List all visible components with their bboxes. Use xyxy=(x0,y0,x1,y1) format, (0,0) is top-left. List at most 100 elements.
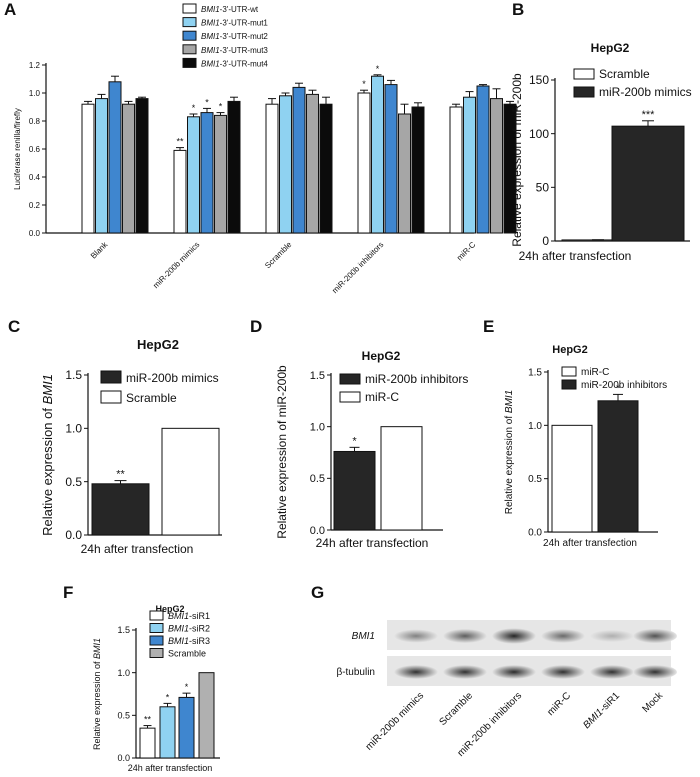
y-tick-label: 0.6 xyxy=(29,145,41,154)
y-axis-label: Relative expression of BMI1 xyxy=(40,374,55,536)
bar xyxy=(159,706,176,759)
legend-label: Scramble xyxy=(599,67,650,81)
x-tick-label: miR-C xyxy=(455,240,478,263)
legend-swatch xyxy=(339,373,361,385)
bar xyxy=(611,125,685,242)
bar xyxy=(108,81,122,234)
significance-label: * xyxy=(616,383,620,394)
y-axis-label: Relative expression of BMI1 xyxy=(92,638,102,750)
legend-swatch xyxy=(339,391,361,403)
y-tick-label: 0.5 xyxy=(65,475,82,489)
x-tick-label: miR-200b mimics xyxy=(151,240,201,290)
legend-label: Scramble xyxy=(168,649,206,659)
legend-label: miR-C xyxy=(365,390,399,404)
blot-lane-label: Mock xyxy=(640,690,665,715)
bar xyxy=(95,98,108,234)
bar xyxy=(490,98,503,234)
y-axis-label: Luciferase renilla/firefly xyxy=(13,108,22,190)
legend-swatch xyxy=(182,57,197,68)
y-tick-label: 1.0 xyxy=(117,668,130,678)
legend-swatch xyxy=(182,3,197,14)
legend-label: BMI1-siR2 xyxy=(168,624,210,634)
legend-swatch xyxy=(149,648,164,658)
y-tick-label: 1.0 xyxy=(310,422,325,434)
y-axis-label: Relative expression of miR-200b xyxy=(275,365,289,539)
legend-label: BMI1-3'-UTR-mut3 xyxy=(201,46,268,55)
y-tick-label: 0.4 xyxy=(29,173,41,182)
y-tick-label: 0.5 xyxy=(117,710,130,720)
legend-swatch xyxy=(573,86,595,98)
blot-lane-label: miR-200b mimics xyxy=(364,690,426,752)
bar xyxy=(161,427,220,536)
panel-letter: E xyxy=(483,317,494,336)
bar xyxy=(91,483,150,536)
bar xyxy=(279,95,292,234)
x-tick-label: Scramble xyxy=(263,240,294,271)
bar xyxy=(551,424,593,533)
bar xyxy=(198,672,215,759)
y-tick-label: 0.8 xyxy=(29,117,41,126)
y-tick-label: 0.0 xyxy=(29,229,41,238)
panel-letter: A xyxy=(4,0,16,19)
y-tick-label: 1.5 xyxy=(65,368,82,382)
x-axis-label: 24h after transfection xyxy=(128,763,213,773)
chart-panel-f: F 0.0 0.5 1.0 1.5 Relative expression of BMI1… xyxy=(63,583,220,773)
x-tick-label: Blank xyxy=(89,239,110,260)
significance-label: * xyxy=(185,682,189,692)
chart-panel-a: A 0.0 0.2 0.4 0.6 0.8 1.0 1.2 Luciferase renilla… xyxy=(4,0,517,295)
legend-label: miR-200b mimics xyxy=(599,85,692,99)
legend-label: Scramble xyxy=(126,391,177,405)
significance-label: * xyxy=(205,97,209,107)
x-axis-label: 24h after transfection xyxy=(81,542,194,556)
y-tick-label: 1.5 xyxy=(310,370,325,382)
y-tick-label: 0.0 xyxy=(528,528,542,539)
legend-label: miR-C xyxy=(581,367,609,378)
y-tick-label: 0.5 xyxy=(310,473,325,485)
bar xyxy=(476,85,490,234)
y-tick-label: 100 xyxy=(529,127,549,141)
panel-letter: D xyxy=(250,317,262,336)
bar xyxy=(411,106,425,234)
legend-swatch xyxy=(100,370,122,384)
chart-title: HepG2 xyxy=(137,337,179,352)
bar xyxy=(187,116,200,234)
legend-label: BMI1-3'-UTR-mut1 xyxy=(201,19,268,28)
blot-band xyxy=(590,665,634,679)
significance-label: * xyxy=(376,64,380,74)
bar xyxy=(306,93,319,234)
bar xyxy=(384,84,398,234)
legend-swatch xyxy=(182,17,197,28)
bar xyxy=(597,400,639,533)
significance-label: * xyxy=(192,103,196,113)
chart-title: HepG2 xyxy=(552,344,587,356)
chart-title: HepG2 xyxy=(591,41,630,55)
blot-band xyxy=(443,628,487,644)
chart-panel-c: C 0.0 0.5 1.0 1.5 Relative expression of BMI1… xyxy=(8,317,222,556)
y-tick-label: 1.5 xyxy=(528,368,542,379)
bar xyxy=(139,727,156,759)
y-tick-label: 1.0 xyxy=(29,89,41,98)
legend-label: BMI1-siR3 xyxy=(168,636,210,646)
blot-band xyxy=(492,665,536,679)
x-tick-label: miR-200b inhibitors xyxy=(330,240,385,295)
panel-letter: C xyxy=(8,317,20,336)
significance-label: ** xyxy=(116,469,125,481)
bar xyxy=(357,92,371,234)
legend-label: BMI1-3'-UTR-mut2 xyxy=(201,32,268,41)
bar xyxy=(81,103,95,234)
significance-label: * xyxy=(219,102,223,112)
significance-label: * xyxy=(362,79,366,89)
blot-band xyxy=(633,628,677,644)
y-tick-label: 1.5 xyxy=(117,625,130,635)
chart-panel-b: B 0 50 100 150 Relative expression of miR-200… xyxy=(510,0,692,263)
bar xyxy=(380,426,423,531)
bar xyxy=(398,113,411,234)
bar xyxy=(135,98,149,234)
bar xyxy=(122,103,135,234)
legend-swatch xyxy=(573,68,595,80)
significance-label: *** xyxy=(642,109,656,121)
panel-letter: F xyxy=(63,583,73,602)
bar xyxy=(265,103,279,234)
legend-label: BMI1-3'-UTR-mut4 xyxy=(201,59,268,68)
blot-band xyxy=(541,665,585,679)
